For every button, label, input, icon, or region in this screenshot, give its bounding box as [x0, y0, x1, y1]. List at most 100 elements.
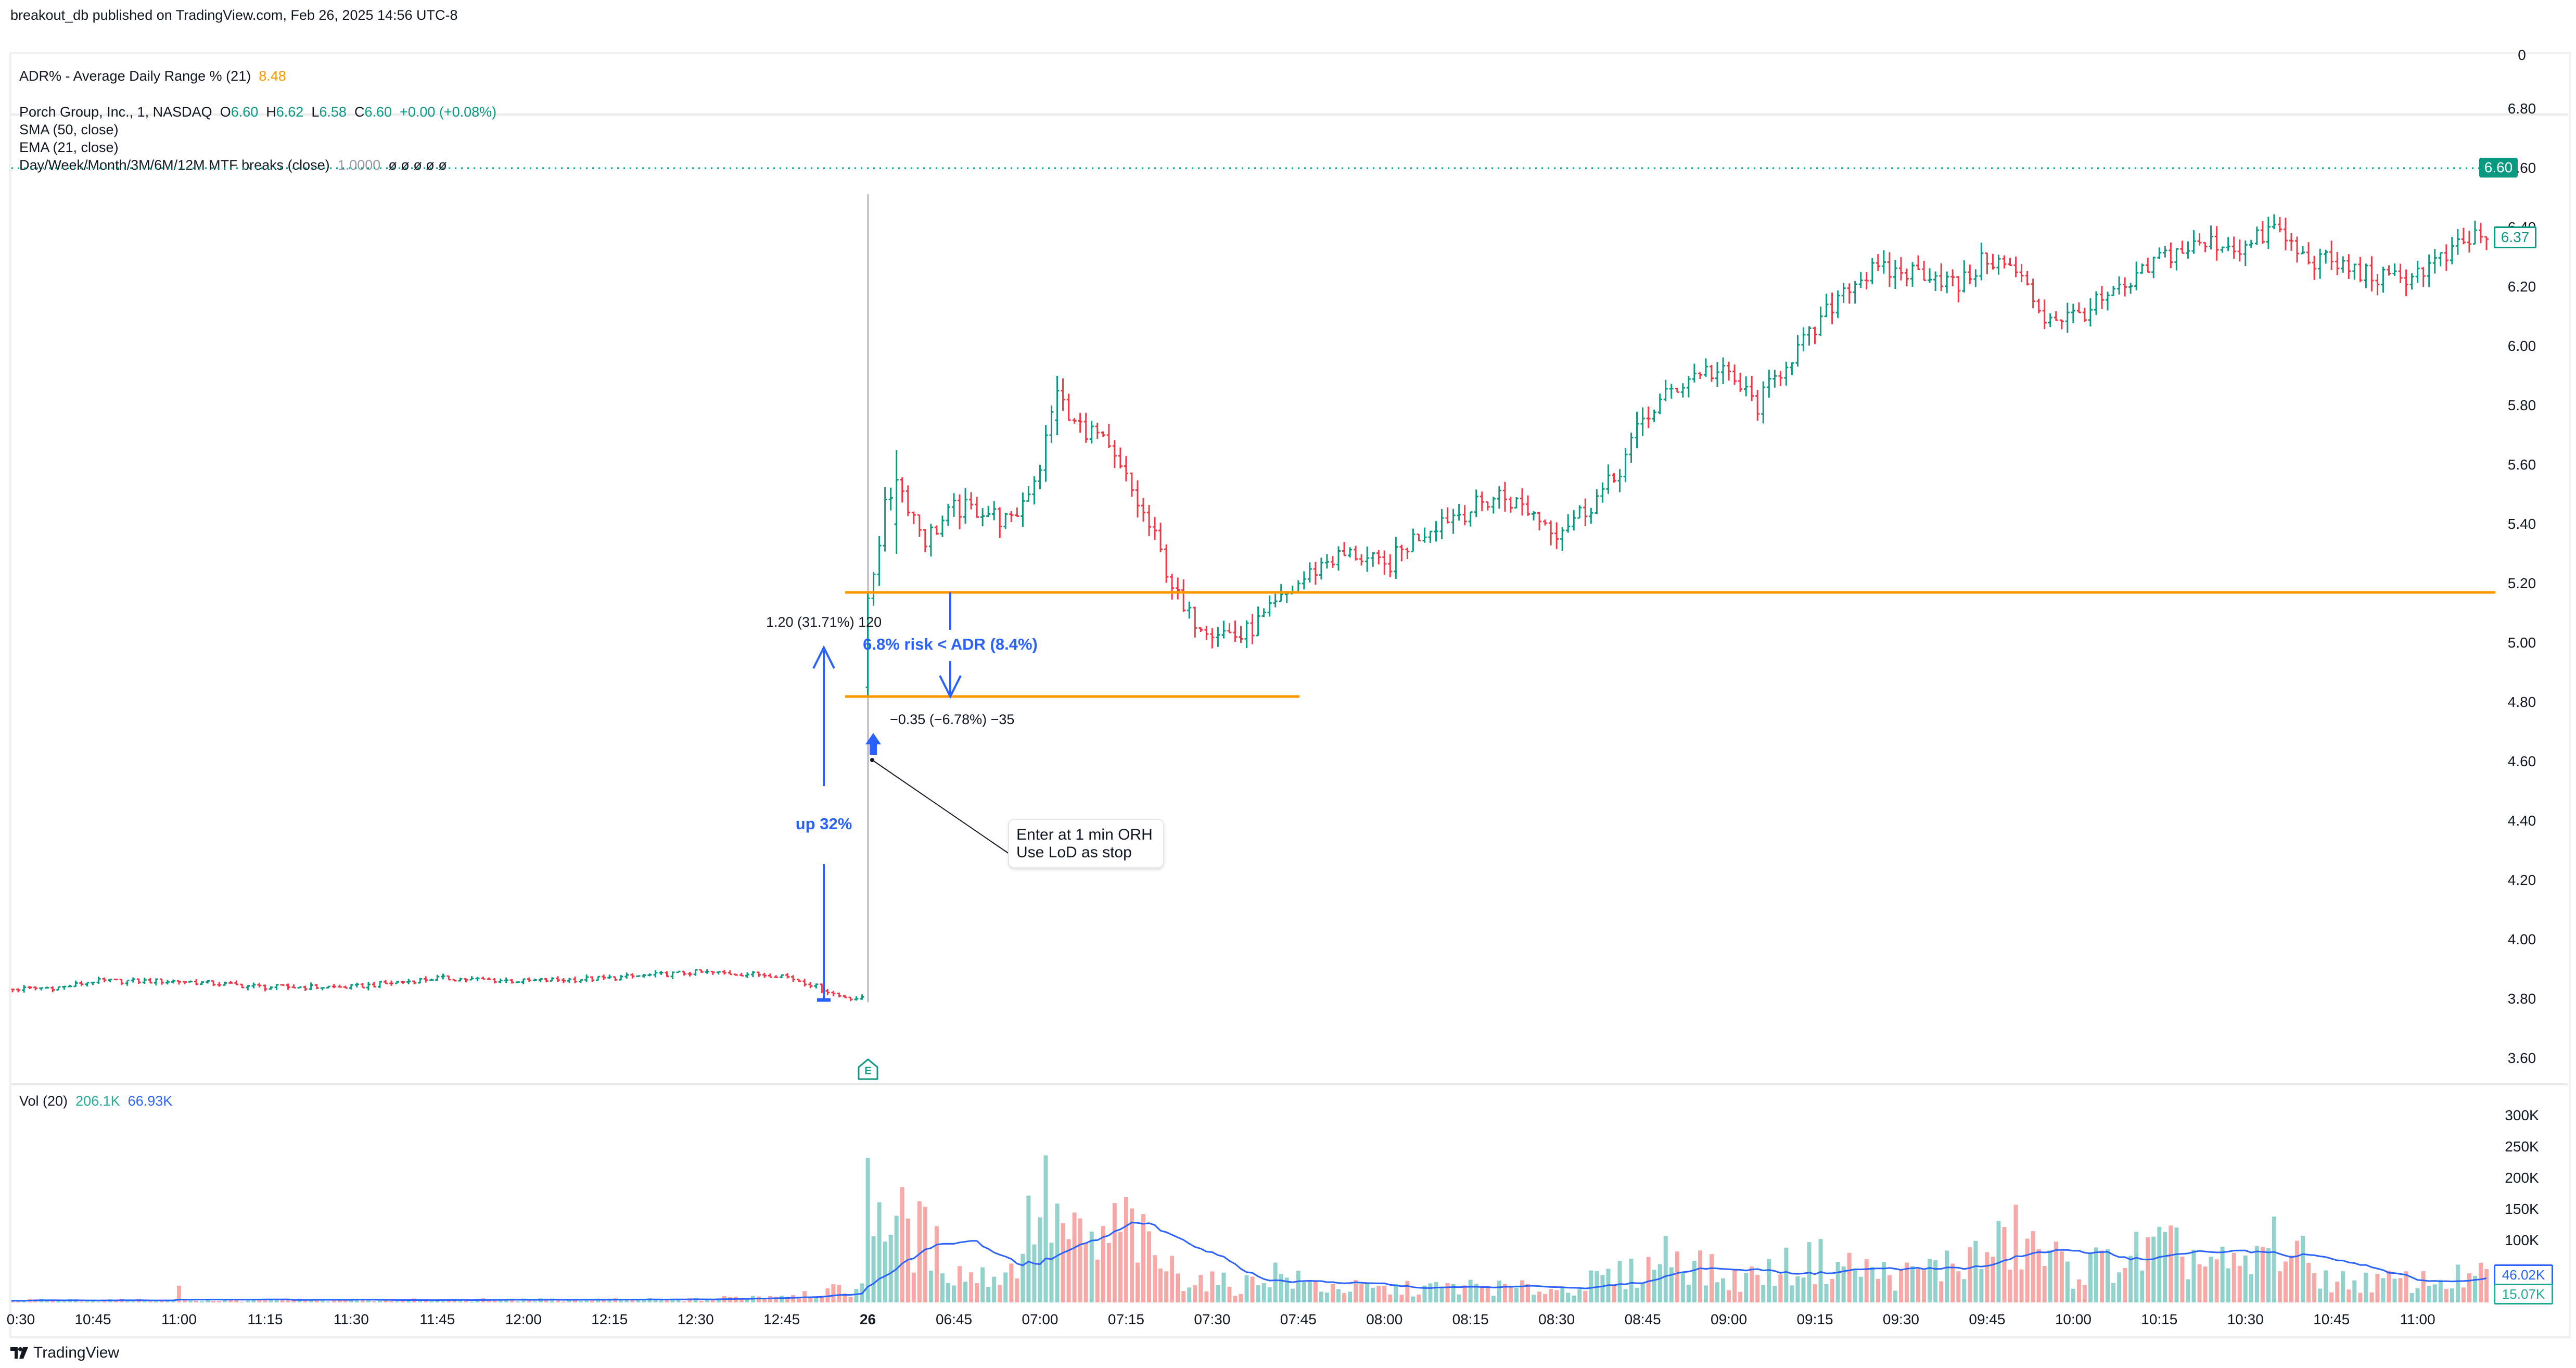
volume-bar [1968, 1247, 1972, 1302]
volume-bar [1365, 1283, 1370, 1302]
ohlc-bar [401, 981, 405, 984]
ohlc-bar [234, 980, 239, 985]
ohlc-bar [722, 970, 726, 975]
ohlc-bar [2209, 225, 2213, 250]
adr-legend[interactable]: ADR% - Average Daily Range % (21) 8.48 [19, 68, 286, 84]
volume-bar [670, 1299, 675, 1302]
volume-bar [2381, 1278, 2386, 1302]
ohlc-bar [2157, 247, 2162, 260]
pane-separator [10, 1083, 2568, 1085]
ohlc-bar [2186, 241, 2190, 259]
ohlc-bar [768, 973, 773, 978]
volume-bar [1061, 1223, 1065, 1302]
ohlc-bar [39, 987, 44, 991]
ohlc-bar [1038, 464, 1042, 489]
ohlc-legend[interactable]: Porch Group, Inc., 1, NASDAQ O6.60 H6.62… [19, 103, 496, 121]
volume-bar [1405, 1281, 1410, 1302]
risk-arrow-icon[interactable] [939, 592, 962, 699]
volume-bar [2272, 1217, 2276, 1302]
ohlc-bar [682, 970, 686, 976]
ohlc-bar [1181, 579, 1186, 612]
ohlc-bar [1835, 290, 1840, 318]
ohlc-bar [412, 980, 417, 984]
ohlc-bar [96, 977, 101, 984]
ohlc-bar [2272, 214, 2276, 230]
volume-bar [79, 1301, 84, 1302]
ohlc-bar [2254, 226, 2259, 245]
volume-bar [50, 1299, 55, 1302]
adr-value: 8.48 [259, 68, 286, 84]
volume-bar [1945, 1250, 1949, 1302]
volume-bar [2117, 1272, 2122, 1302]
ohlc-bar [567, 978, 571, 983]
volume-bar [1979, 1269, 1984, 1302]
ohlc-bar [894, 450, 899, 554]
price-tick-label: 5.00 [2507, 635, 2536, 651]
ohlc-bar [579, 979, 583, 983]
volume-bar [354, 1299, 359, 1302]
up-arrow-icon[interactable] [812, 645, 835, 1002]
sma-legend[interactable]: SMA (50, close) [19, 122, 119, 137]
volume-bar [2438, 1280, 2443, 1302]
mtf-legend[interactable]: Day/Week/Month/3M/6M/12M MTF breaks (clo… [19, 156, 496, 174]
volume-bar [498, 1299, 503, 1302]
volume-bar [1290, 1288, 1295, 1302]
volume-bar [2455, 1264, 2460, 1302]
ohlc-bar [22, 985, 27, 993]
ohlc-bar [1066, 394, 1071, 421]
ohlc-bar [1342, 542, 1347, 556]
ohlc-bar [1428, 530, 1433, 543]
ohlc-bar [2013, 256, 2018, 277]
volume-bar [2404, 1271, 2408, 1302]
ema-legend[interactable]: EMA (21, close) [19, 140, 119, 155]
ohlc-bar [1198, 627, 1203, 632]
volume-bar [579, 1301, 583, 1302]
ohlc-bar [125, 980, 130, 986]
ohlc-bar [808, 982, 813, 989]
ohlc-bar [2450, 237, 2454, 264]
volume-bar [1388, 1294, 1393, 1302]
ohlc-bar [825, 989, 830, 996]
volume-bar [1491, 1296, 1496, 1302]
volume-bar [797, 1298, 801, 1302]
volume-bar [269, 1299, 273, 1302]
callout-line-1: Enter at 1 min ORH [1016, 826, 1153, 843]
volume-bar [624, 1300, 629, 1302]
volume-bar [1801, 1277, 1806, 1302]
ohlc-bar [1176, 577, 1180, 600]
ohlc-bar [1497, 486, 1501, 509]
ohlc-bar [2197, 233, 2202, 246]
time-tick-label: 07:45 [1280, 1311, 1317, 1327]
volume-legend[interactable]: Vol (20) 206.1K 66.93K [19, 1093, 172, 1109]
volume-bar [1032, 1244, 1037, 1302]
ohlc-bar [1991, 254, 1995, 270]
ohlc-bar [0, 988, 3, 992]
volume-bar [2237, 1265, 2242, 1302]
ohlc-bar [515, 981, 520, 983]
volume-bar [1922, 1270, 1927, 1302]
ohlc-bar [314, 984, 319, 990]
volume-bar [1795, 1276, 1800, 1302]
ohlc-bar [2117, 276, 2122, 295]
volume-bar [1623, 1289, 1628, 1302]
time-tick-label: 10:45 [2313, 1311, 2350, 1327]
volume-bar [1244, 1275, 1249, 1302]
volume-bar [1417, 1294, 1421, 1302]
volume-bar [1307, 1282, 1312, 1302]
entry-arrow-icon[interactable] [865, 733, 881, 755]
tradingview-logo[interactable]: TradingView [10, 1344, 119, 1362]
volume-bar [647, 1298, 652, 1302]
volume-bar [980, 1267, 985, 1302]
ohlc-bar [2375, 274, 2380, 296]
ohlc-bar [1784, 361, 1789, 386]
price-tick-label: 5.60 [2507, 457, 2536, 473]
earnings-badge-icon[interactable] [858, 1058, 878, 1080]
volume-bar [1095, 1259, 1100, 1302]
volume-bar [2347, 1289, 2351, 1302]
volume-bar [1652, 1270, 1656, 1302]
volume-bar [5, 1301, 9, 1303]
entry-callout[interactable]: Enter at 1 min ORH Use LoD as stop [1008, 819, 1164, 868]
ohlc-bar [251, 982, 256, 989]
ohlc-bar [354, 982, 359, 987]
